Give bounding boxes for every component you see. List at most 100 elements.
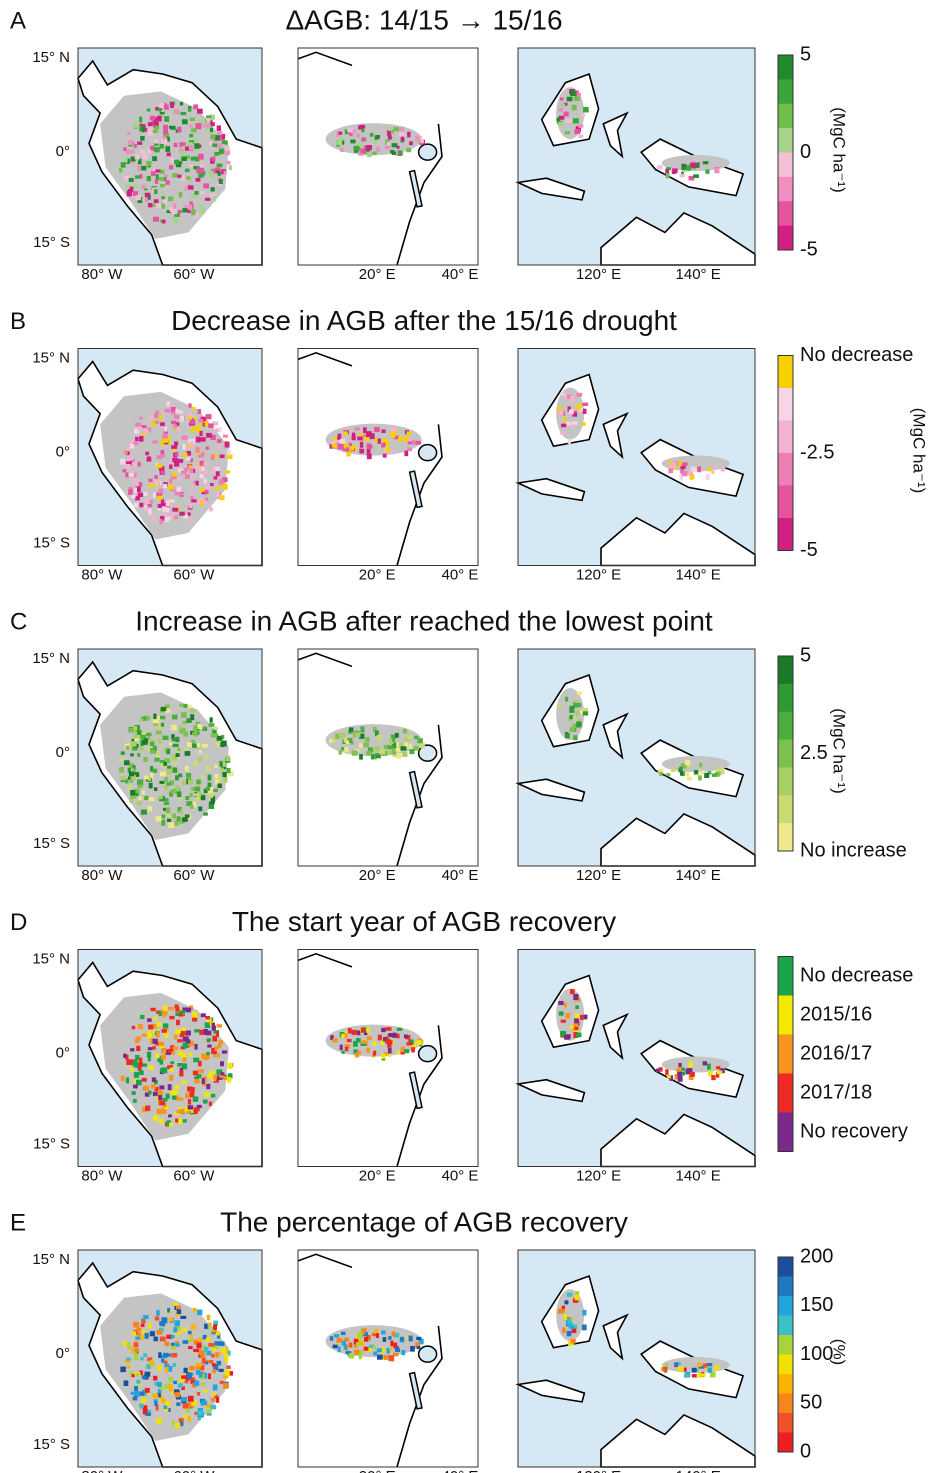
pixel (197, 757, 203, 762)
pixel (392, 1032, 397, 1038)
lon-label: 40° E (442, 566, 479, 583)
pixel (177, 492, 184, 496)
pixel (154, 757, 160, 762)
pixel (167, 1048, 173, 1054)
pixel (160, 502, 166, 507)
panel-letter: B (10, 308, 26, 335)
pixel (152, 1091, 158, 1096)
pixel (134, 1391, 140, 1398)
pixel (187, 1086, 192, 1092)
pixel (193, 104, 199, 110)
pixel (218, 178, 223, 184)
pixel (212, 1053, 217, 1058)
pixel (713, 465, 717, 470)
pixel (185, 457, 191, 461)
pixel (382, 438, 388, 443)
map-frame (297, 949, 479, 1167)
pixel (372, 1345, 376, 1350)
pixel (174, 515, 178, 520)
pixel (341, 732, 346, 739)
pixel (664, 1363, 668, 1368)
pixel (177, 807, 182, 813)
pixel (131, 725, 138, 731)
colorbar-segment (778, 453, 793, 486)
pixel (175, 1343, 180, 1347)
pixel (172, 173, 178, 178)
pixel (178, 192, 183, 198)
pixel (210, 1093, 216, 1098)
pixel (182, 1057, 187, 1062)
pixel (163, 198, 167, 205)
map-frame (77, 648, 263, 867)
pixel (227, 1077, 232, 1083)
colorbar-segment (778, 1413, 793, 1433)
forest (661, 455, 730, 472)
colorbar-label: 2015/16 (800, 1003, 872, 1025)
pixel (155, 420, 160, 424)
pixel (166, 813, 171, 818)
pixel (159, 1321, 163, 1326)
pixel (162, 436, 169, 443)
colorbar-segment (778, 767, 793, 796)
pixel (160, 450, 165, 455)
pixel (680, 463, 686, 469)
pixel (564, 733, 570, 739)
pixel (190, 739, 196, 745)
pixel (185, 772, 192, 778)
pixel (168, 1074, 174, 1081)
pixel (180, 111, 187, 116)
pixel (223, 1382, 229, 1389)
pixel (202, 1334, 207, 1340)
pixel (583, 1014, 588, 1020)
pixel (566, 1292, 573, 1297)
pixel (716, 1070, 723, 1075)
pixel (189, 792, 193, 798)
colorbar-unit: (MgC ha⁻¹) (830, 107, 849, 192)
pixel (133, 791, 139, 797)
pixel (179, 1378, 184, 1383)
pixel (216, 736, 223, 741)
pixel (385, 447, 390, 452)
pixel (170, 512, 175, 518)
pixel (160, 1323, 166, 1327)
pixel (558, 1011, 564, 1016)
pixel (210, 122, 215, 127)
pixel (153, 139, 159, 144)
pixel (188, 140, 194, 144)
pixel (390, 431, 396, 438)
pixel (564, 131, 570, 135)
lon-label: 40° E (442, 1167, 479, 1184)
pixel (711, 470, 715, 474)
pixel (659, 771, 663, 777)
pixel (145, 451, 149, 456)
pixel (195, 1370, 201, 1375)
pixel (155, 174, 159, 180)
pixel (130, 775, 137, 780)
pixel (160, 706, 167, 712)
pixel (678, 1062, 682, 1068)
pixel (165, 709, 171, 713)
pixel (160, 169, 165, 174)
coast (396, 724, 443, 867)
pixel (158, 1011, 162, 1016)
pixel (120, 1075, 125, 1082)
pixel (344, 1044, 351, 1049)
pixel (582, 408, 587, 415)
pixel (408, 743, 412, 750)
pixel (351, 432, 356, 436)
pixel (565, 1013, 571, 1019)
pixel (219, 495, 225, 500)
pixel (183, 1367, 188, 1373)
pixel (570, 1317, 574, 1321)
pixel (185, 1030, 191, 1036)
pixel (153, 199, 159, 204)
pixel (578, 403, 583, 408)
pixel (366, 1027, 370, 1033)
pixel (147, 504, 152, 508)
pixel (176, 1109, 180, 1114)
colorbar-segment (778, 103, 793, 129)
pixel (122, 1341, 128, 1347)
pixel (123, 1053, 127, 1058)
pixel (693, 174, 699, 178)
